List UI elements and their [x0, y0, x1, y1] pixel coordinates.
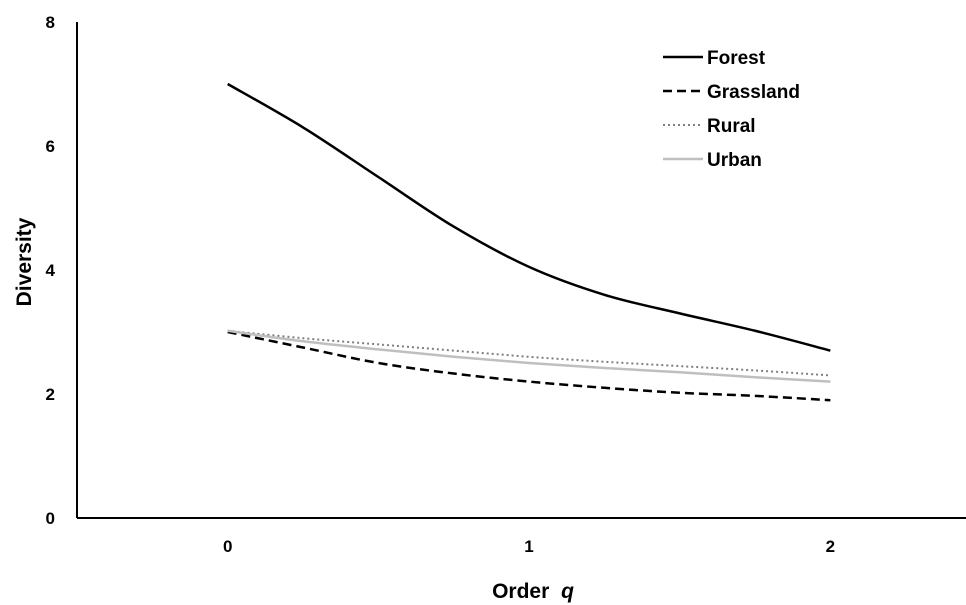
x-axis-title-variable: q [561, 580, 574, 603]
x-tick-label: 2 [826, 537, 835, 556]
x-tick-label: 0 [223, 537, 232, 556]
axes [76, 22, 966, 519]
series-line-grassland [227, 330, 831, 402]
legend-label-urban: Urban [707, 150, 762, 171]
series-line-urban [227, 329, 831, 383]
x-axis-title-text: Order [492, 580, 549, 603]
x-tick-labels: 0 1 2 [223, 537, 835, 556]
series-lines [227, 82, 831, 402]
legend-label-grassland: Grassland [707, 82, 800, 103]
y-tick-label: 2 [46, 385, 55, 404]
series-line-forest [227, 82, 831, 352]
legend-label-forest: Forest [707, 48, 766, 69]
y-tick-label: 8 [46, 13, 55, 32]
y-tick-label: 0 [46, 509, 55, 528]
y-axis-title: Diversity [13, 217, 36, 306]
y-tick-label: 4 [46, 261, 56, 280]
legend: Forest Grassland Rural Urban [663, 48, 800, 171]
legend-label-rural: Rural [707, 116, 756, 137]
y-tick-labels: 0 2 4 6 8 [46, 13, 56, 528]
x-axis-title: Order q [492, 580, 574, 603]
x-tick-label: 1 [524, 537, 533, 556]
series-line-rural [227, 329, 831, 377]
y-tick-label: 6 [46, 137, 55, 156]
